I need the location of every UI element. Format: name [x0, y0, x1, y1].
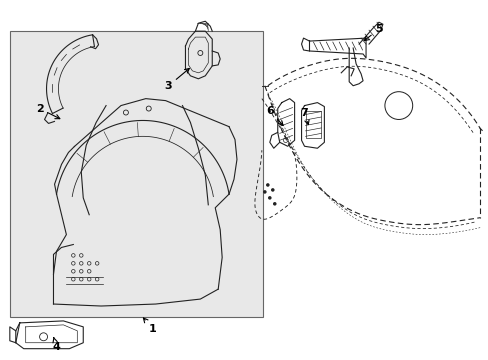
Text: 6: 6	[265, 105, 283, 125]
Text: 5: 5	[364, 24, 382, 41]
Text: 7: 7	[300, 108, 308, 125]
Bar	[10, 31, 263, 317]
Text: 3: 3	[164, 68, 189, 91]
Text: 2: 2	[36, 104, 60, 119]
Circle shape	[263, 190, 266, 194]
Circle shape	[272, 202, 276, 206]
Text: 1: 1	[143, 318, 156, 334]
Text: 4: 4	[52, 337, 61, 352]
Circle shape	[267, 196, 271, 200]
Circle shape	[270, 188, 274, 192]
Circle shape	[265, 183, 269, 187]
